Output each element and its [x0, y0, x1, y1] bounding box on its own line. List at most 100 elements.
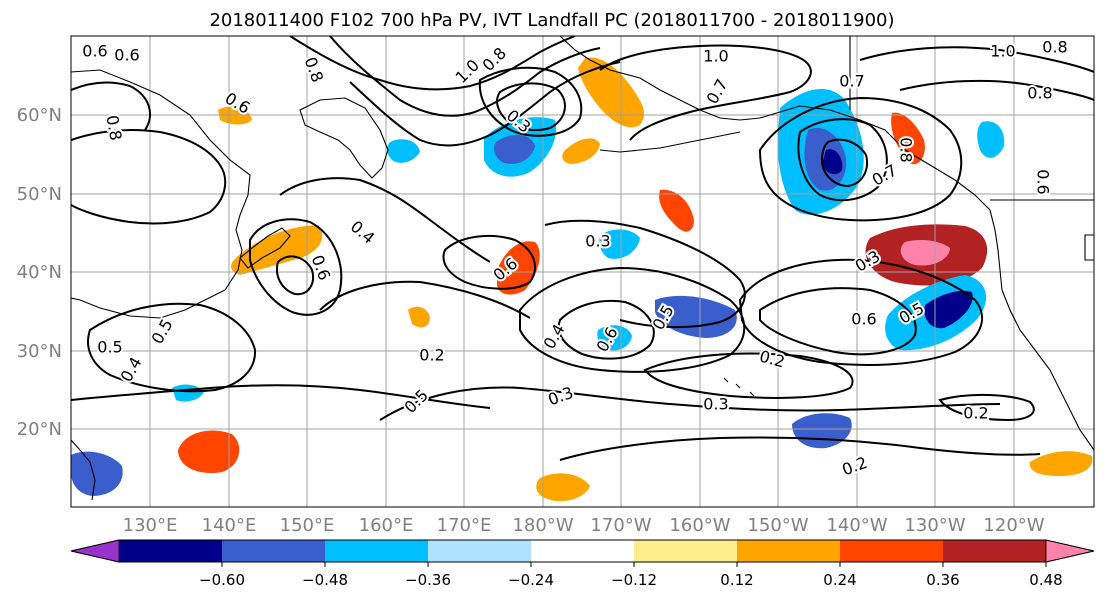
colorbar-segment	[737, 540, 840, 562]
longitude-tick-label: 160°E	[359, 515, 414, 536]
contour-24	[379, 386, 1001, 421]
coastline-north-america	[989, 209, 1094, 451]
colorbar-tick-label: 0.12	[720, 571, 753, 589]
coastline-aleutians	[599, 131, 741, 153]
colorbar-tick-label: −0.60	[199, 571, 245, 589]
contour-label: 1.0	[990, 42, 1015, 61]
contour-22	[87, 302, 257, 393]
contour-5	[496, 82, 566, 131]
longitude-tick-label: 170°E	[437, 515, 492, 536]
latitude-tick-label: 60°N	[17, 105, 62, 126]
coastline-philippines	[71, 439, 96, 501]
contour-17	[557, 299, 655, 360]
colorbar-tick-label: 0.48	[1029, 571, 1062, 589]
contour-label: 0.7	[839, 72, 864, 91]
contour-8	[820, 138, 868, 188]
longitude-tick-label: 140°W	[826, 515, 887, 536]
colorbar-tick-label: −0.36	[405, 571, 451, 589]
colorbar-tick-label: 0.24	[823, 571, 856, 589]
colorbar: −0.60 −0.48 −0.36 −0.24 −0.12 0.12 0.24 0.36 0.4…	[70, 539, 1095, 589]
coastline-kamchatka	[299, 97, 389, 179]
contour-28	[71, 129, 227, 225]
contour-label: 0.2	[419, 346, 444, 365]
contour-3	[349, 61, 621, 147]
colorbar-tick-label: −0.12	[611, 571, 657, 589]
positive-region-north-small	[562, 138, 600, 164]
longitude-tick-label: 140°E	[202, 515, 257, 536]
contour-label: 0.2	[963, 404, 988, 423]
negative-region-central-small	[599, 229, 640, 259]
contour-11	[899, 79, 1094, 101]
contour-16	[544, 219, 746, 329]
contour-27	[319, 280, 531, 319]
contour-1	[289, 36, 576, 91]
coastline-hawaii	[723, 377, 755, 397]
contour-4	[478, 66, 583, 137]
map-frame	[70, 35, 1095, 508]
contour-10	[859, 46, 1094, 73]
colorbar-tick-label: −0.48	[302, 571, 348, 589]
coastlines	[71, 36, 1094, 501]
latitude-tick-label: 40°N	[17, 262, 62, 283]
longitude-tick-label: 120°W	[983, 515, 1044, 536]
positive-region-southeast	[1029, 451, 1093, 476]
latitude-tick-label: 50°N	[17, 184, 62, 205]
contour-7	[797, 118, 888, 202]
graticule	[71, 36, 1094, 507]
figure-title: 2018011400 F102 700 hPa PV, IVT Landfall…	[209, 10, 894, 31]
negative-region-east-small	[977, 121, 1005, 158]
colorbar-segment	[840, 540, 943, 562]
latitude-tick-label: 30°N	[17, 341, 62, 362]
contour-label: 0.6	[851, 310, 876, 329]
negative-region-bering-core	[494, 134, 535, 165]
longitude-axis: 130°E 140°E 150°E 160°E 170°E 180°W 170°W 160°W…	[123, 515, 1045, 536]
positive-region-tropical-west	[178, 430, 240, 474]
contour-25	[559, 436, 1041, 461]
coastline-alaska	[559, 36, 991, 211]
latitude-axis: 60°N 50°N 40°N 30°N 20°N	[17, 105, 62, 440]
contour-20	[738, 258, 984, 366]
positive-region-central-south	[536, 473, 590, 502]
contour-6	[599, 44, 812, 141]
contour-21	[643, 352, 854, 399]
negative-region-southwest-corner	[71, 451, 123, 496]
positive-region-alaska-coast	[891, 112, 925, 165]
positive-region-central	[659, 189, 694, 232]
pv-contours	[71, 36, 1094, 461]
border-canada-us	[849, 36, 1094, 261]
contour-19	[759, 287, 917, 356]
colorbar-tick-label: 0.36	[926, 571, 959, 589]
contour-label: 0.6	[1034, 169, 1053, 194]
contour-label: 0.8	[1027, 84, 1052, 103]
contour-label: 0.6	[82, 42, 107, 61]
positive-region-small-south	[408, 306, 430, 328]
negative-region-gulf-alaska-min	[822, 149, 843, 175]
contour-9	[758, 96, 963, 222]
contour-26	[938, 393, 1035, 422]
contour-12	[279, 177, 491, 263]
contour-13	[249, 218, 343, 316]
negative-region-kamchatka	[387, 139, 420, 163]
longitude-tick-label: 160°W	[669, 515, 730, 536]
contour-15	[442, 234, 536, 290]
colorbar-outline	[70, 539, 1095, 563]
negative-region-west-coast-core	[924, 290, 973, 329]
longitude-tick-label: 130°W	[904, 515, 965, 536]
contour-label: 0.3	[703, 395, 728, 414]
contour-label: 0.3	[585, 232, 610, 251]
contour-2	[329, 36, 601, 117]
colorbar-segment	[943, 540, 1046, 562]
positive-shading	[178, 57, 1093, 502]
longitude-tick-label: 180°W	[512, 515, 573, 536]
longitude-tick-label: 150°E	[280, 515, 335, 536]
longitude-tick-label: 170°W	[590, 515, 651, 536]
map-panel: 0.6 0.6 1.0 1.0 0.80.71.00.80.80.60.80.80.30…	[70, 35, 1095, 508]
colorbar-segment	[428, 540, 531, 562]
colorbar-segment	[222, 540, 325, 562]
negative-region-tropical-central	[597, 325, 632, 351]
contour-29	[71, 81, 151, 131]
positive-region-date-line	[497, 241, 540, 295]
longitude-tick-label: 150°W	[747, 515, 808, 536]
